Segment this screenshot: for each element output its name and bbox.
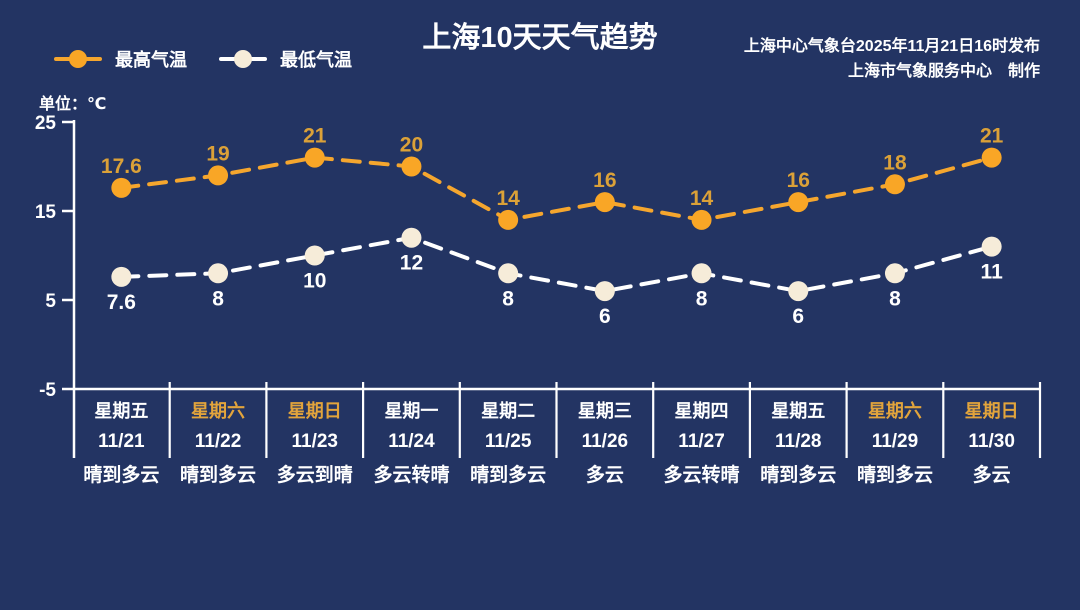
day-date-label: 11/22 (195, 431, 242, 452)
low-temp-value-label: 7.6 (107, 291, 136, 314)
day-date-label: 11/30 (968, 431, 1015, 452)
day-date-label: 11/24 (388, 431, 435, 452)
low-temp-point (208, 263, 229, 284)
high-temp-point (788, 192, 809, 213)
legend-label-low-temp: 最低气温 (280, 50, 352, 70)
low-temp-value-label: 8 (502, 287, 514, 310)
high-temp-point (884, 174, 905, 195)
high-temp-value-label: 14 (496, 187, 520, 210)
high-temp-point (401, 156, 422, 177)
legend-item-low-temp: 最低气温 (219, 46, 352, 72)
low-temp-point (498, 263, 519, 284)
high-temp-value-label: 21 (303, 125, 327, 148)
day-weekday-label: 星期六 (191, 400, 245, 421)
high-temp-value-label: 16 (787, 169, 810, 192)
high-temp-value-label: 20 (400, 134, 423, 157)
low-temp-value-label: 6 (792, 305, 804, 328)
day-weather-label: 多云 (586, 463, 624, 486)
day-weather-label: 晴到多云 (857, 463, 933, 486)
day-weekday-label: 星期四 (675, 401, 729, 421)
day-date-label: 11/25 (485, 431, 532, 452)
publisher-line-2: 上海市气象服务中心 制作 (847, 63, 1040, 80)
day-date-label: 11/29 (872, 431, 919, 452)
y-axis-tick-label: 5 (45, 291, 56, 312)
low-temp-legend-line-icon (219, 50, 267, 68)
day-weather-label: 晴到多云 (83, 463, 159, 486)
high-temp-value-label: 18 (883, 151, 907, 174)
low-temp-point (111, 266, 132, 287)
y-axis-tick-label: 25 (35, 113, 57, 134)
y-axis-tick-label: 15 (35, 202, 57, 223)
high-temp-point (208, 165, 229, 186)
publisher-info: 上海中心气象台2025年11月21日16时发布 上海市气象服务中心 制作 (744, 34, 1040, 84)
day-date-label: 11/21 (98, 431, 145, 452)
page-title: 上海10天天气趋势 (422, 22, 658, 54)
day-weekday-label: 星期日 (965, 401, 1019, 421)
day-weather-label: 多云转晴 (664, 463, 740, 486)
day-weekday-label: 星期六 (868, 400, 922, 421)
day-weekday-label: 星期五 (94, 401, 148, 421)
low-temp-value-label: 8 (696, 287, 708, 310)
high-temp-value-label: 17.6 (101, 155, 142, 178)
day-date-label: 11/26 (582, 431, 629, 452)
high-temp-value-label: 16 (593, 169, 616, 192)
day-weekday-label: 星期二 (481, 401, 535, 421)
low-temp-point (884, 263, 905, 284)
high-temp-point (111, 177, 132, 198)
day-weather-label: 多云到晴 (277, 463, 353, 486)
day-date-label: 11/23 (292, 431, 339, 452)
day-weather-label: 晴到多云 (760, 463, 836, 486)
legend-label-high-temp: 最高气温 (115, 50, 187, 70)
high-temp-value-label: 19 (206, 142, 229, 165)
chart-legend: 最高气温 最低气温 (54, 46, 352, 72)
high-temp-point (498, 209, 519, 230)
day-date-label: 11/27 (678, 431, 725, 452)
low-temp-value-label: 6 (599, 305, 611, 328)
high-temp-point (981, 147, 1002, 168)
day-weather-label: 多云转晴 (373, 463, 449, 486)
low-temp-point (304, 245, 325, 266)
low-temp-point (981, 236, 1002, 257)
low-temp-legend-dot-icon (234, 50, 252, 68)
high-temp-point (304, 147, 325, 168)
high-temp-value-label: 21 (980, 125, 1004, 148)
day-weekday-label: 星期一 (384, 401, 438, 421)
high-temp-legend-dot-icon (69, 50, 87, 68)
unit-label: 单位：℃ (39, 96, 107, 113)
low-temp-point (788, 281, 809, 302)
low-temp-line (119, 235, 994, 294)
high-temp-point (691, 209, 712, 230)
high-temp-value-label: 14 (690, 187, 714, 210)
day-date-label: 11/28 (775, 431, 822, 452)
low-temp-point (594, 281, 615, 302)
legend-item-high-temp: 最高气温 (54, 46, 187, 72)
publisher-line-1: 上海中心气象台2025年11月21日16时发布 (743, 38, 1040, 55)
low-temp-point (401, 227, 422, 248)
high-temp-point (594, 192, 615, 213)
low-temp-value-label: 8 (889, 287, 901, 310)
high-temp-legend-line-icon (54, 50, 102, 68)
day-weekday-label: 星期日 (288, 401, 342, 421)
day-weather-label: 晴到多云 (180, 463, 256, 486)
low-temp-value-label: 11 (981, 261, 1004, 284)
day-weather-label: 晴到多云 (470, 463, 546, 486)
low-temp-value-label: 10 (303, 270, 326, 293)
day-weekday-label: 星期三 (578, 401, 632, 421)
low-temp-point (691, 263, 712, 284)
day-weather-label: 多云 (973, 463, 1011, 486)
low-temp-value-label: 12 (400, 252, 423, 275)
day-weekday-label: 星期五 (771, 401, 825, 421)
high-temp-line (119, 155, 994, 222)
low-temp-value-label: 8 (212, 287, 224, 310)
y-axis-tick-label: -5 (39, 380, 56, 401)
